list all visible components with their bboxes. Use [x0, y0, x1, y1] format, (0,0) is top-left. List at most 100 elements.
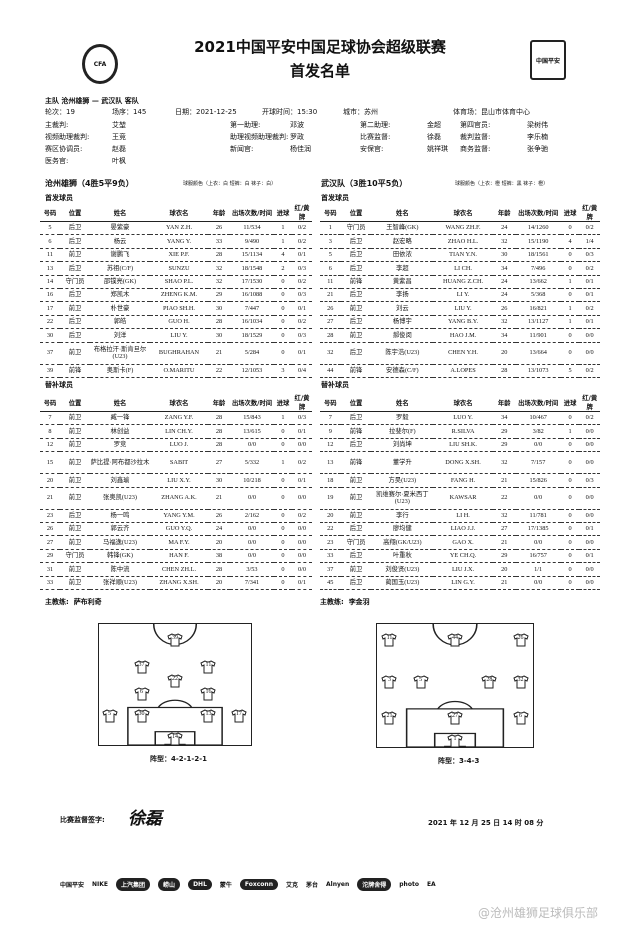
cell-apps-minutes: 15/1134 — [230, 248, 274, 263]
away-starters-label: 首发球员 — [321, 194, 349, 202]
official-name: 叶枫 — [112, 157, 126, 165]
cell-age: 26 — [208, 221, 230, 236]
cell-number: 16 — [40, 288, 60, 303]
cell-goals: 3 — [274, 364, 292, 378]
cell-apps-minutes: 7/341 — [230, 576, 274, 590]
cell-goals: 1 — [560, 424, 580, 439]
cell-shirt-name: O.MARITU — [150, 364, 208, 378]
cell-number: 33 — [40, 576, 60, 590]
cell-shirt-name: YE CH.Q. — [433, 549, 493, 564]
cell-goals: 0 — [274, 342, 292, 365]
sponsor-logo: 中国平安 — [60, 882, 85, 889]
cell-cards: 0/2 — [579, 364, 600, 378]
cell-apps-minutes: 17/1530 — [230, 275, 274, 289]
column-header: 位置 — [340, 393, 372, 412]
cell-cards: 0/0 — [292, 549, 312, 564]
table-row: 27 后卫 杨博宇 YANG B.Y. 32 13/1127 1 0/1 — [320, 315, 600, 330]
cell-shirt-name: HUANG Z.CH. — [433, 275, 493, 289]
table-row: 32 后卫 陈宇浩(U23) CHEN Y.H. 20 13/664 0 0/0 — [320, 342, 600, 365]
cell-goals: 1 — [560, 275, 580, 289]
shirt-number: 28 — [486, 676, 493, 683]
cell-name: 苏祖(C/F) — [90, 261, 150, 276]
cell-number: 8 — [40, 424, 60, 439]
column-header: 进球 — [274, 203, 292, 222]
cell-number: 44 — [320, 364, 341, 378]
away-starters-table: 号码 位置 姓名 球衣名 年龄 出场次数/时间 进球 红/黄牌 1 守门员 王智峰(GK) WANG … — [320, 203, 600, 378]
cell-goals: 1 — [274, 234, 292, 249]
cell-shirt-name: HAN F. — [150, 549, 208, 564]
cell-cards: 0/2 — [579, 411, 600, 426]
cell-age: 28 — [208, 438, 230, 453]
official-role: 比赛监督: — [360, 133, 391, 141]
cell-age: 34 — [492, 328, 516, 343]
official-name: 李乐楠 — [527, 133, 548, 141]
cell-position: 前卫 — [60, 411, 90, 426]
cell-name: 田依浓 — [371, 248, 434, 263]
cell-age: 22 — [208, 364, 230, 378]
table-row: 37 前卫 刘俊贤(U23) LIU J.X. 20 1/1 0 0/0 — [320, 562, 600, 577]
cell-cards: 0/1 — [579, 275, 600, 289]
cell-position: 前卫 — [340, 487, 372, 510]
cell-cards: 0/2 — [292, 221, 312, 236]
shirt-number: 1 — [453, 735, 457, 742]
cell-cards: 0/1 — [292, 248, 312, 263]
cell-age: 30 — [208, 301, 230, 316]
cell-position: 前卫 — [60, 424, 90, 439]
cell-goals: 0 — [560, 562, 580, 577]
table-row: 13 前锋 董学升 DONG X.SH. 32 7/157 0 0/0 — [320, 451, 600, 475]
cell-apps-minutes: 0/0 — [515, 438, 561, 453]
cell-shirt-name: CHEN ZH.L. — [150, 562, 208, 577]
cell-number: 12 — [320, 438, 341, 453]
shirt-number: 27 — [452, 713, 458, 720]
cell-apps-minutes: 0/0 — [230, 438, 274, 453]
cell-shirt-name: LIU X.Y. — [150, 473, 208, 488]
cell-apps-minutes: 0/0 — [515, 487, 561, 510]
table-row: 20 前卫 李行 LI H. 32 11/781 0 0/0 — [320, 509, 600, 523]
cell-apps-minutes: 11/534 — [230, 221, 274, 236]
cell-name: 蔺国玉(U23) — [371, 576, 434, 590]
cell-cards: 0/2 — [292, 509, 312, 523]
sponsor-logo: 上汽集团 — [116, 878, 151, 891]
home-team-record: 沧州雄狮（4胜5平9负） — [45, 179, 134, 188]
cell-position: 后卫 — [340, 248, 372, 263]
cell-number: 32 — [320, 342, 341, 365]
cell-age: 34 — [492, 261, 516, 276]
official-name: 王竞 — [112, 133, 126, 141]
cell-number: 5 — [320, 248, 341, 263]
cell-age: 21 — [492, 576, 516, 590]
cell-name: 廖均健 — [371, 522, 434, 537]
cell-number: 27 — [40, 535, 60, 550]
cell-age: 20 — [492, 342, 516, 365]
cell-number: 22 — [40, 315, 60, 330]
cell-goals: 0 — [274, 576, 292, 590]
cell-name: 刘洋 — [90, 328, 150, 343]
cell-goals: 0 — [274, 301, 292, 316]
table-row: 13 后卫 苏祖(C/F) SUNZU 32 18/1548 2 0/3 — [40, 261, 312, 276]
sponsor-logo: Foxconn — [239, 879, 278, 890]
player-shirt-icon: 37 — [133, 659, 150, 674]
cell-age: 21 — [208, 342, 230, 365]
cell-shirt-name: TIAN Y.N. — [433, 248, 493, 263]
column-header: 球衣名 — [433, 393, 493, 412]
cell-apps-minutes: 0/0 — [515, 576, 561, 590]
cell-position: 守门员 — [60, 549, 90, 564]
table-row: 28 前卫 郝俊闵 HAO J.M. 34 11/901 0 0/0 — [320, 328, 600, 343]
table-row: 5 后卫 晏紫豪 YAN Z.H. 26 11/534 1 0/2 — [40, 221, 312, 236]
cell-name: 李行 — [371, 509, 434, 523]
cell-age: 38 — [208, 549, 230, 564]
match-teams: 主队 沧州雄狮 — 武汉队 客队 — [45, 97, 139, 105]
cell-number: 23 — [40, 509, 60, 523]
cell-goals: 0 — [274, 522, 292, 537]
sponsor-logo: 崂山 — [158, 878, 181, 891]
cell-cards: 0/0 — [579, 487, 600, 510]
cell-goals: 1 — [274, 451, 292, 475]
table-row: 22 后卫 廖均健 LIAO J.J. 27 17/1385 0 0/1 — [320, 522, 600, 537]
cell-age: 34 — [492, 411, 516, 426]
table-header-row: 号码 位置 姓名 球衣名 年龄 出场次数/时间 进球 红/黄牌 — [40, 203, 312, 222]
cell-shirt-name: MA F.Y. — [150, 535, 208, 550]
cell-cards: 0/1 — [579, 288, 600, 303]
cell-shirt-name: LUO Y. — [433, 411, 493, 426]
cell-name: 萨比提·阿布都沙拉木 — [90, 451, 150, 475]
table-row: 3 后卫 赵宏略 ZHAO H.L. 32 15/1190 4 1/4 — [320, 234, 600, 249]
column-header: 年龄 — [492, 393, 516, 412]
